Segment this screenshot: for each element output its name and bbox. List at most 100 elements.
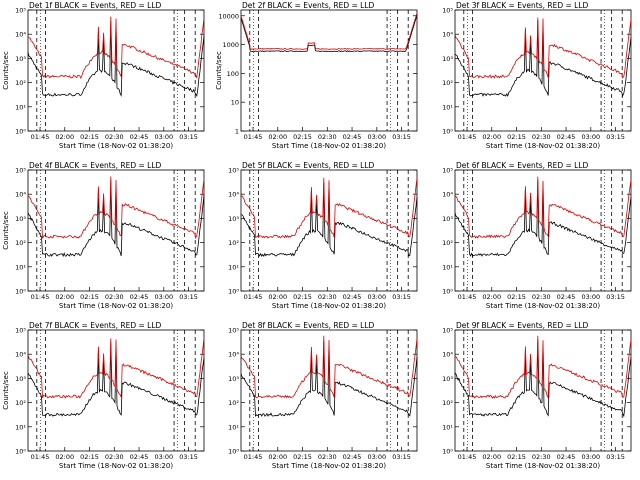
y-tick-label: 10⁴ <box>442 351 453 359</box>
x-axis-label: Start Time (18-Nov-02 01:38:20) <box>59 462 173 470</box>
x-tick-label: 02:45 <box>557 453 576 461</box>
y-tick-label: 10⁵ <box>442 167 453 175</box>
x-tick-label: 03:00 <box>367 293 386 301</box>
chart-title: Det 7f BLACK = Events, RED = LLD <box>29 321 162 330</box>
x-tick-label: 01:45 <box>244 133 263 141</box>
y-tick-label: 10¹ <box>15 103 26 111</box>
y-tick-label: 10⁰ <box>442 288 453 296</box>
chart-svg: Det 1f BLACK = Events, RED = LLD 10⁰ 10¹ 10… <box>2 1 205 150</box>
x-tick-label: 02:30 <box>318 453 337 461</box>
x-tick-label: 01:45 <box>31 133 50 141</box>
x-tick-label: 02:00 <box>55 453 74 461</box>
x-tick-label: 02:15 <box>293 293 312 301</box>
series-lld-line <box>454 17 632 79</box>
series-lld-line <box>27 16 205 79</box>
x-tick-label: 02:45 <box>343 133 362 141</box>
x-tick-label: 02:15 <box>293 453 312 461</box>
x-tick-label: 01:45 <box>458 133 477 141</box>
y-tick-label: 10⁵ <box>15 7 26 15</box>
x-tick-label: 03:15 <box>179 453 198 461</box>
x-axis-label: Start Time (18-Nov-02 01:38:20) <box>272 142 386 150</box>
y-tick-label: 10¹ <box>442 103 453 111</box>
x-tick-label: 02:15 <box>80 293 99 301</box>
x-tick-label: 02:45 <box>130 293 149 301</box>
chart-svg: Det 6f BLACK = Events, RED = LLD 10⁰ 10¹ 10… <box>442 161 632 310</box>
chart-svg: Det 5f BLACK = Events, RED = LLD 10⁰ 10¹ 10… <box>228 161 418 310</box>
x-tick-label: 02:00 <box>55 133 74 141</box>
series-lld-line <box>240 177 418 239</box>
x-tick-label: 03:15 <box>392 453 411 461</box>
x-tick-label: 03:15 <box>392 293 411 301</box>
y-tick-label: 10² <box>442 79 453 87</box>
y-tick-label: 10000 <box>218 12 239 20</box>
x-axis-label: Start Time (18-Nov-02 01:38:20) <box>272 302 386 310</box>
y-tick-label: 10⁰ <box>228 448 239 456</box>
x-axis-label: Start Time (18-Nov-02 01:38:20) <box>59 142 173 150</box>
series-lld-line <box>240 335 418 399</box>
y-tick-label: 10⁰ <box>442 128 453 136</box>
x-tick-label: 02:00 <box>268 453 287 461</box>
y-tick-label: 100 <box>227 70 239 78</box>
chart-panel-8: Det 8f BLACK = Events, RED = LLD 10⁰ 10¹ 10… <box>213 320 426 480</box>
y-tick-label: 10⁴ <box>442 191 453 199</box>
y-tick-label: 10⁴ <box>442 31 453 39</box>
chart-panel-2: Det 2f BLACK = Events, RED = LLD 1 10 100 10… <box>213 0 426 160</box>
x-tick-label: 03:15 <box>179 133 198 141</box>
x-tick-label: 03:00 <box>367 133 386 141</box>
y-tick-label: 10¹ <box>15 423 26 431</box>
plot-frame <box>240 9 418 132</box>
x-tick-label: 02:45 <box>343 293 362 301</box>
y-tick-label: 10¹ <box>228 263 239 271</box>
x-tick-label: 01:45 <box>31 453 50 461</box>
x-tick-label: 02:15 <box>80 453 99 461</box>
y-tick-label: 10⁴ <box>228 351 239 359</box>
y-axis-label: Counts/sec <box>2 211 10 250</box>
chart-panel-1: Det 1f BLACK = Events, RED = LLD 10⁰ 10¹ 10… <box>0 0 213 160</box>
chart-title: Det 3f BLACK = Events, RED = LLD <box>456 1 589 10</box>
chart-panel-5: Det 5f BLACK = Events, RED = LLD 10⁰ 10¹ 10… <box>213 160 426 320</box>
chart-svg: Det 8f BLACK = Events, RED = LLD 10⁰ 10¹ 10… <box>228 321 418 470</box>
y-tick-label: 10³ <box>15 215 26 223</box>
plot-frame <box>240 169 418 292</box>
x-tick-label: 02:00 <box>482 453 501 461</box>
y-tick-label: 10² <box>442 399 453 407</box>
y-tick-label: 10² <box>228 399 239 407</box>
x-tick-label: 01:45 <box>458 453 477 461</box>
y-tick-label: 10⁰ <box>15 288 26 296</box>
chart-title: Det 1f BLACK = Events, RED = LLD <box>29 1 162 10</box>
x-tick-label: 03:00 <box>154 293 173 301</box>
x-tick-label: 02:30 <box>318 293 337 301</box>
y-tick-label: 10⁴ <box>15 31 26 39</box>
y-tick-label: 10⁰ <box>228 288 239 296</box>
chart-title: Det 6f BLACK = Events, RED = LLD <box>456 161 589 170</box>
y-tick-label: 10³ <box>442 55 453 63</box>
y-tick-label: 10⁰ <box>442 448 453 456</box>
plot-frame <box>454 169 632 292</box>
x-tick-label: 02:45 <box>557 293 576 301</box>
x-tick-label: 02:30 <box>532 453 551 461</box>
x-tick-label: 02:45 <box>557 133 576 141</box>
x-tick-label: 02:45 <box>343 453 362 461</box>
y-tick-label: 10⁵ <box>15 327 26 335</box>
x-tick-label: 02:00 <box>268 133 287 141</box>
x-tick-label: 03:15 <box>606 133 625 141</box>
x-tick-label: 02:30 <box>532 133 551 141</box>
y-tick-label: 10² <box>442 239 453 247</box>
chart-svg: Det 9f BLACK = Events, RED = LLD 10⁰ 10¹ 10… <box>442 321 632 470</box>
y-tick-label: 10² <box>15 239 26 247</box>
y-tick-label: 10⁵ <box>15 167 26 175</box>
y-tick-label: 10¹ <box>442 263 453 271</box>
y-tick-label: 10³ <box>228 375 239 383</box>
y-tick-label: 10⁵ <box>442 7 453 15</box>
x-tick-label: 02:30 <box>105 293 124 301</box>
x-tick-label: 03:15 <box>606 453 625 461</box>
x-tick-label: 02:45 <box>130 453 149 461</box>
series-events-line <box>240 15 418 53</box>
y-tick-label: 10⁵ <box>228 167 239 175</box>
plot-frame <box>27 9 205 132</box>
chart-panel-7: Det 7f BLACK = Events, RED = LLD 10⁰ 10¹ 10… <box>0 320 213 480</box>
y-tick-label: 10² <box>228 239 239 247</box>
chart-title: Det 5f BLACK = Events, RED = LLD <box>242 161 375 170</box>
x-tick-label: 03:00 <box>154 453 173 461</box>
x-axis-label: Start Time (18-Nov-02 01:38:20) <box>486 462 600 470</box>
